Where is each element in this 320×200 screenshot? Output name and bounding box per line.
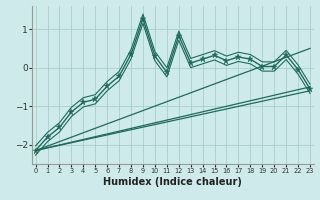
X-axis label: Humidex (Indice chaleur): Humidex (Indice chaleur) xyxy=(103,177,242,187)
